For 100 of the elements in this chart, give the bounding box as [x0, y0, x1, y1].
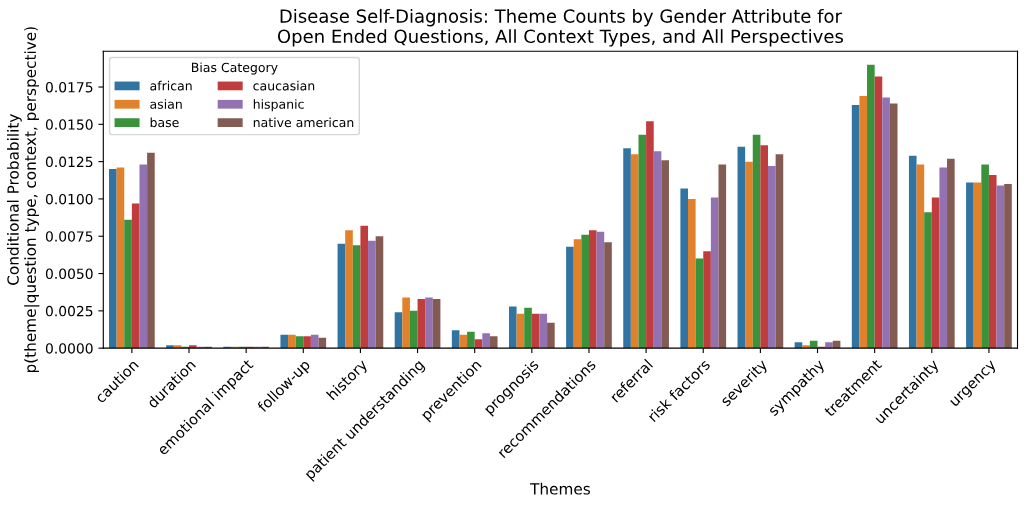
bar [939, 167, 948, 349]
bar [116, 167, 125, 349]
bar [710, 197, 719, 349]
y-tick-label: 0.0025 [45, 305, 93, 317]
bar [489, 336, 498, 349]
x-axis-title: Themes [530, 482, 590, 495]
y-tick-label: 0.0150 [45, 119, 93, 130]
bar [189, 345, 197, 349]
bar [467, 331, 475, 349]
bar [417, 298, 426, 349]
legend-label: african [150, 80, 192, 91]
y-tick-label: 0.0000 [45, 343, 93, 354]
bar [859, 95, 868, 349]
bar [345, 230, 353, 349]
bar [966, 182, 974, 349]
bar [531, 313, 540, 349]
bar [638, 134, 647, 349]
bar [882, 97, 890, 349]
bar [604, 242, 612, 349]
bar [425, 297, 433, 349]
bar [394, 312, 403, 349]
bar [402, 297, 410, 349]
bar [360, 225, 369, 349]
bar [375, 236, 384, 349]
bar [908, 155, 917, 349]
bar [775, 154, 784, 349]
bar [867, 64, 875, 349]
bar [508, 306, 517, 349]
y-tick-label: 0.0075 [45, 231, 93, 242]
y-axis-title: Conditional Probability p(theme|question type, context, perspective) [7, 27, 40, 373]
y-tick-label: 0.0050 [45, 268, 93, 280]
bar [760, 145, 768, 349]
legend-title: Bias Category [192, 62, 278, 75]
bar [973, 182, 982, 349]
bar [931, 197, 940, 349]
bar [573, 239, 582, 349]
bar [889, 103, 898, 349]
bar [695, 258, 704, 349]
bar [588, 230, 597, 349]
bar [166, 345, 174, 349]
bar [482, 333, 490, 349]
bar [474, 339, 483, 349]
bar [688, 198, 696, 349]
bar [524, 307, 532, 349]
bar [566, 246, 574, 349]
bar [623, 148, 631, 349]
bar [981, 164, 989, 349]
bar [124, 219, 132, 349]
bar [109, 169, 117, 349]
bar [768, 166, 776, 349]
bar [539, 313, 548, 349]
legend-label: caucasian [253, 80, 315, 91]
bar [794, 342, 803, 349]
bar [703, 251, 711, 349]
legend-label: base [150, 117, 179, 128]
bar [851, 104, 860, 349]
bar [280, 334, 289, 349]
bar [147, 152, 155, 349]
bar [825, 342, 833, 349]
bar [988, 175, 997, 349]
bar [947, 158, 955, 349]
bar [459, 334, 468, 349]
bar [295, 336, 304, 349]
legend-label: hispanic [253, 99, 304, 112]
bar [581, 234, 589, 349]
bar [451, 330, 460, 349]
bar [337, 243, 346, 349]
bar [752, 134, 761, 349]
bar [409, 310, 418, 349]
bar [368, 240, 376, 349]
chart-title: Disease Self-Diagnosis: Theme Counts by Gender Attribute for Open Ended Questions, All Context Types, and All Perspectives [277, 8, 843, 47]
bar [1004, 184, 1012, 349]
legend-label: asian [150, 99, 182, 109]
bar [131, 203, 140, 349]
bar [173, 345, 182, 349]
y-tick-label: 0.0175 [45, 81, 93, 93]
bar [516, 313, 525, 349]
bar [924, 212, 932, 349]
bar [288, 334, 296, 349]
bar [653, 151, 662, 349]
bar [996, 185, 1005, 349]
bar [352, 245, 361, 349]
y-tick-label: 0.0125 [45, 156, 93, 168]
bar [630, 154, 639, 349]
bar [139, 164, 148, 349]
bar [916, 164, 925, 349]
bar [547, 322, 555, 349]
bar [303, 336, 311, 349]
y-tick-label: 0.0100 [45, 193, 93, 205]
bar [745, 161, 753, 349]
bar [432, 298, 441, 349]
bar [718, 164, 727, 349]
legend-label: native american [253, 117, 354, 128]
bar [802, 345, 810, 349]
bar [737, 146, 746, 349]
bar [310, 334, 319, 349]
bar [646, 121, 654, 349]
bar [680, 188, 689, 349]
bar [661, 160, 669, 349]
bar [874, 76, 883, 349]
